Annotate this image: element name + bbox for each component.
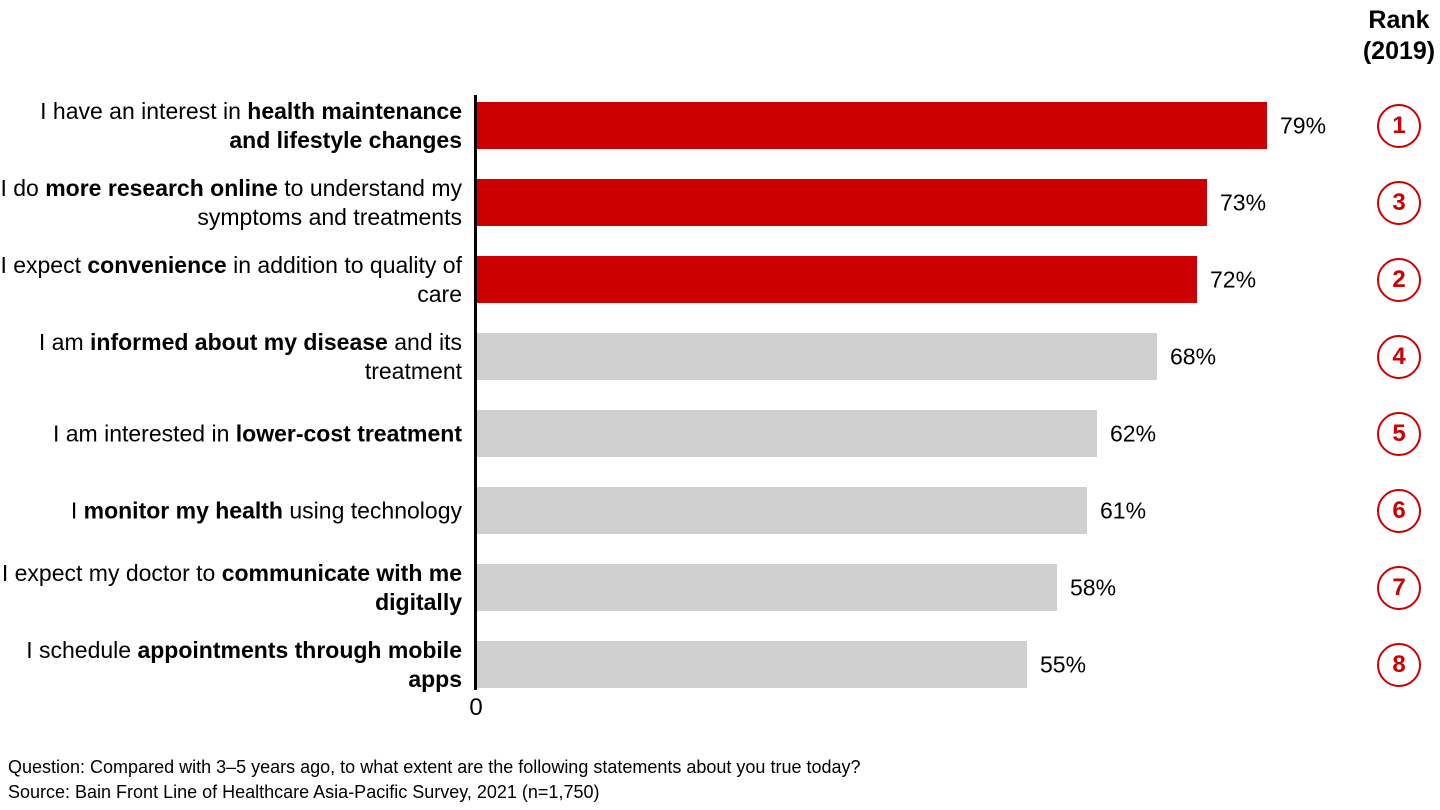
- category-label: I expect convenience in addition to qual…: [0, 251, 462, 309]
- category-label-segment: I am interested in: [52, 420, 236, 446]
- bar: [477, 256, 1197, 303]
- bar: [477, 333, 1157, 380]
- value-label: 72%: [1210, 266, 1257, 292]
- rank-number: 7: [1392, 573, 1406, 601]
- bar: [477, 564, 1057, 611]
- category-label-bold-segment: lower-cost treatment: [235, 420, 462, 446]
- rank-number: 5: [1392, 419, 1406, 447]
- rank-badge: 4: [1377, 334, 1421, 379]
- footnotes: Question: Compared with 3–5 years ago, t…: [8, 755, 861, 805]
- category-label-bold-segment: appointments through mobile apps: [137, 636, 462, 692]
- rank-badge: 1: [1377, 103, 1421, 148]
- category-label-segment: in addition to quality of care: [226, 251, 462, 307]
- value-label: 61%: [1100, 497, 1147, 523]
- rank-badge: 5: [1377, 411, 1421, 456]
- rank-header-line2: (2019): [1362, 37, 1436, 65]
- category-label-bold-segment: more research online: [45, 174, 278, 201]
- rank-badge: 3: [1377, 180, 1421, 225]
- rank-number: 3: [1392, 188, 1406, 216]
- category-label-segment: to understand my symptoms and treatments: [197, 174, 462, 230]
- category-label-bold-segment: communicate with me digitally: [221, 559, 462, 615]
- bar: [477, 487, 1087, 534]
- rank-number: 8: [1392, 650, 1406, 678]
- bar: [477, 102, 1267, 149]
- rank-number: 4: [1392, 342, 1406, 370]
- category-label-bold-segment: health maintenance and lifestyle changes: [229, 97, 462, 153]
- category-label-bold-segment: convenience: [87, 251, 227, 278]
- value-label: 62%: [1110, 420, 1157, 446]
- category-label-segment: and its treatment: [364, 328, 462, 384]
- category-label-segment: I am: [38, 328, 91, 355]
- category-label-segment: I expect my doctor to: [1, 559, 222, 586]
- rank-header-line1: Rank: [1368, 6, 1430, 34]
- rank-badge: 8: [1377, 642, 1421, 687]
- category-label: I schedule appointments through mobile a…: [0, 636, 462, 694]
- source-note: Source: Bain Front Line of Healthcare As…: [8, 782, 600, 802]
- value-label: 68%: [1170, 343, 1217, 369]
- category-label: I monitor my health using technology: [0, 496, 462, 525]
- category-label-segment: using technology: [282, 497, 462, 523]
- value-label: 73%: [1220, 189, 1267, 215]
- category-label: I have an interest in health maintenance…: [0, 97, 462, 155]
- value-label: 79%: [1280, 112, 1327, 138]
- category-label-bold-segment: monitor my health: [83, 497, 283, 523]
- bar: [477, 410, 1097, 457]
- category-label: I expect my doctor to communicate with m…: [0, 559, 462, 617]
- rank-number: 1: [1392, 111, 1406, 139]
- category-label: I am informed about my disease and its t…: [0, 328, 462, 386]
- rank-number: 6: [1392, 496, 1406, 524]
- y-axis-line: [474, 95, 477, 690]
- rank-badge: 7: [1377, 565, 1421, 610]
- rank-number: 2: [1392, 265, 1406, 293]
- value-label: 55%: [1040, 651, 1087, 677]
- category-label-bold-segment: informed about my disease: [90, 328, 388, 355]
- x-axis-zero-label: 0: [469, 694, 483, 721]
- category-label: I am interested in lower-cost treatment: [0, 419, 462, 448]
- category-label-segment: I: [70, 497, 84, 523]
- bar: [477, 641, 1027, 688]
- category-label-segment: I schedule: [26, 636, 138, 663]
- value-label: 58%: [1070, 574, 1117, 600]
- rank-badge: 6: [1377, 488, 1421, 533]
- rank-badge: 2: [1377, 257, 1421, 302]
- category-label-segment: I expect: [0, 251, 88, 278]
- question-note: Question: Compared with 3–5 years ago, t…: [8, 757, 861, 777]
- category-label-segment: I have an interest in: [40, 97, 248, 124]
- category-label-segment: I do: [0, 174, 46, 201]
- bar: [477, 179, 1207, 226]
- category-label: I do more research online to understand …: [0, 174, 462, 232]
- rank-column-header: Rank (2019): [1329, 5, 1440, 67]
